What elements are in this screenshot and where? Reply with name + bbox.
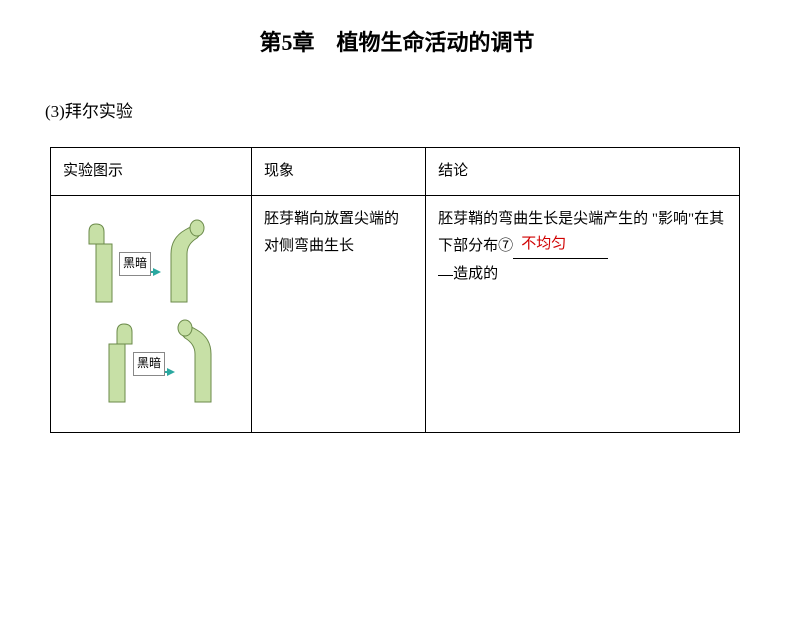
chapter-title: 第5章 植物生命活动的调节 — [0, 25, 794, 57]
cell-diagram: 黑暗 — [51, 196, 252, 433]
cell-phenomenon: 胚芽鞘向放置尖端的对侧弯曲生长 — [252, 196, 426, 433]
header-conclusion: 结论 — [426, 148, 740, 196]
header-diagram: 实验图示 — [51, 148, 252, 196]
experiment-table: 实验图示 现象 结论 — [50, 147, 740, 433]
cell-conclusion: 胚芽鞘的弯曲生长是尖端产生的 "影响"在其下部分布⑦不均匀造成的 — [426, 196, 740, 433]
diagram-row-1: 黑暗 — [61, 214, 241, 314]
conclusion-post: 造成的 — [453, 266, 498, 282]
section-label: (3)拜尔实验 — [45, 97, 794, 122]
dark-label-2: 黑暗 — [133, 352, 165, 376]
dark-label-1: 黑暗 — [119, 252, 151, 276]
diagram-row-2: 黑暗 — [61, 314, 241, 414]
header-phenomenon: 现象 — [252, 148, 426, 196]
fill-blank-line: 不均匀 — [513, 231, 608, 259]
answer-text: 不均匀 — [513, 236, 566, 252]
blank-continuation — [438, 275, 453, 276]
